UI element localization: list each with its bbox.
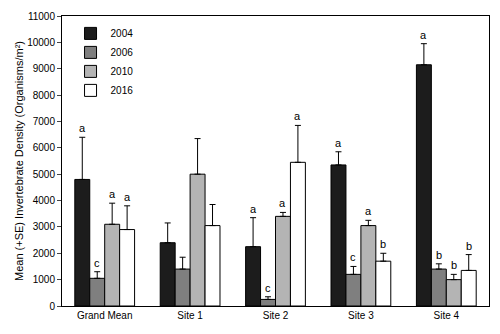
svg-text:8000: 8000	[33, 90, 56, 101]
svg-text:11000: 11000	[28, 11, 56, 22]
svg-text:a: a	[250, 203, 257, 215]
svg-text:9000: 9000	[33, 63, 56, 74]
svg-text:c: c	[350, 251, 356, 263]
svg-text:b: b	[436, 249, 442, 261]
svg-text:Grand Mean: Grand Mean	[77, 310, 133, 321]
svg-text:a: a	[279, 197, 286, 209]
svg-text:a: a	[365, 205, 372, 217]
svg-text:a: a	[335, 137, 342, 149]
svg-text:c: c	[265, 282, 271, 294]
svg-text:6000: 6000	[33, 142, 56, 153]
svg-text:2004: 2004	[111, 28, 134, 39]
svg-text:Site 3: Site 3	[348, 310, 374, 321]
svg-text:7000: 7000	[33, 116, 56, 127]
svg-text:a: a	[124, 191, 131, 203]
svg-text:c: c	[94, 257, 100, 269]
svg-text:4000: 4000	[33, 195, 56, 206]
svg-text:Site 1: Site 1	[177, 310, 203, 321]
svg-text:a: a	[420, 29, 427, 41]
svg-text:10000: 10000	[27, 37, 55, 48]
svg-text:5000: 5000	[33, 169, 56, 180]
svg-text:Mean (+SE) Invertebrate Densit: Mean (+SE) Invertebrate Density (Organis…	[13, 41, 25, 281]
svg-text:2010: 2010	[111, 66, 134, 77]
svg-text:a: a	[79, 122, 86, 134]
svg-text:Site 2: Site 2	[263, 310, 289, 321]
svg-text:2016: 2016	[111, 85, 134, 96]
svg-text:3000: 3000	[33, 221, 56, 232]
svg-text:2006: 2006	[111, 47, 134, 58]
svg-text:Site 4: Site 4	[434, 310, 460, 321]
svg-text:b: b	[451, 259, 457, 271]
svg-text:a: a	[109, 188, 116, 200]
svg-text:1000: 1000	[33, 274, 56, 285]
svg-text:0: 0	[49, 301, 55, 312]
svg-text:a: a	[294, 110, 301, 122]
svg-text:b: b	[380, 238, 386, 250]
svg-text:2000: 2000	[33, 248, 56, 259]
svg-text:b: b	[466, 240, 472, 252]
